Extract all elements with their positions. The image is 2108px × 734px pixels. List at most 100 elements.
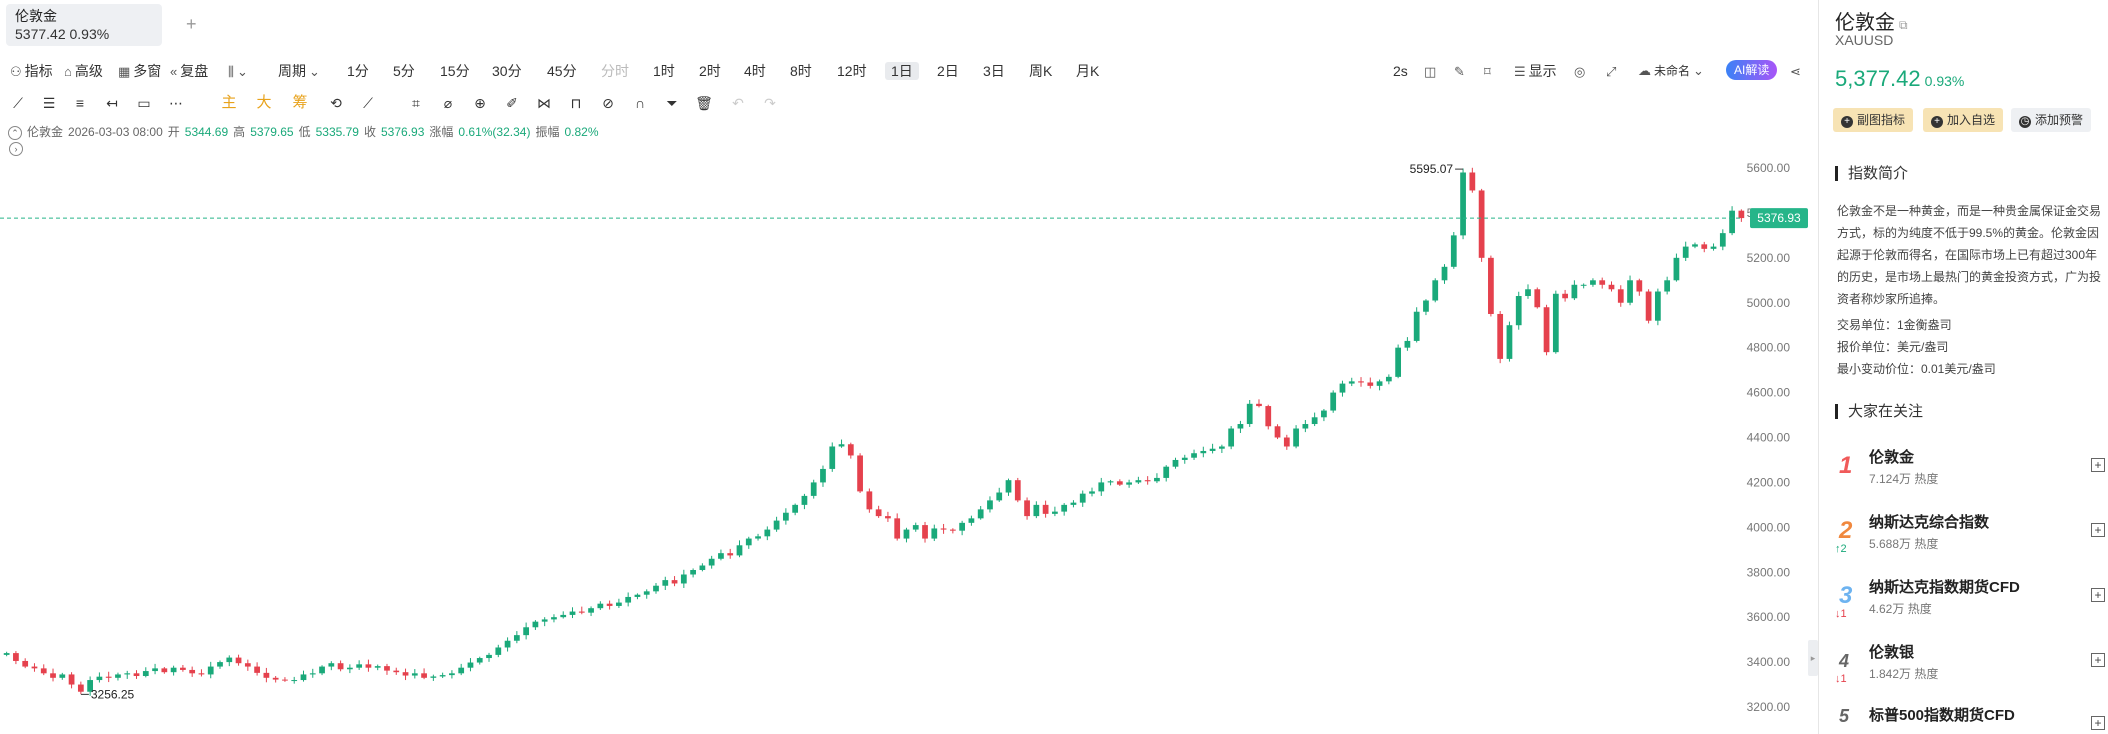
interval-timeshare[interactable]: 分时 xyxy=(601,63,629,79)
horizontal-lines-icon[interactable]: ≡ xyxy=(75,95,85,111)
candle-body xyxy=(226,657,233,663)
hot-item[interactable]: 4 ↓1 伦敦银 1.842万 热度 + xyxy=(1819,639,2108,699)
candle-body xyxy=(1729,210,1735,234)
refresh-interval[interactable]: 2s xyxy=(1393,63,1408,79)
zoom-tool-icon[interactable]: ⊕ xyxy=(474,95,486,111)
add-alert-label: 添加预警 xyxy=(2035,113,2084,127)
candle-body xyxy=(1590,280,1596,285)
brush-tool-icon[interactable]: ✐ xyxy=(506,95,518,111)
interval-3d[interactable]: 3日 xyxy=(983,63,1005,79)
delete-tool-icon[interactable]: 🗑 xyxy=(695,95,713,111)
interval-1m[interactable]: 1分 xyxy=(347,63,369,79)
expand-indicators-icon[interactable]: › xyxy=(9,142,23,156)
indicator-button[interactable]: ⚇ 指标 xyxy=(10,62,53,81)
candle-body xyxy=(1274,426,1281,438)
info-change: 0.61%(32.34) xyxy=(458,125,531,139)
multi-window-button[interactable]: ▦ 多窗 xyxy=(118,62,161,81)
candle-body xyxy=(894,518,901,539)
candle-body xyxy=(1163,466,1170,478)
add-icon[interactable]: + xyxy=(2091,588,2105,602)
ai-analysis-button[interactable]: AI解读 xyxy=(1726,60,1778,80)
chip-indicator-toggle[interactable]: 筹 xyxy=(292,94,308,111)
copy-icon[interactable]: ⧉ xyxy=(1899,18,1908,32)
period-dropdown[interactable]: 周期 ⌄ xyxy=(278,62,323,81)
pencil-icon[interactable]: ✎ xyxy=(1454,64,1465,79)
side-symbol-title: 伦敦金 ⧉ xyxy=(1835,6,1908,35)
trendline-tool-icon[interactable]: ⟋ xyxy=(13,95,23,111)
interval-month[interactable]: 月K xyxy=(1076,63,1100,79)
plus-circle-icon: + xyxy=(1931,116,1943,128)
filter-tool-icon[interactable]: ⏷ xyxy=(666,95,678,111)
interval-12h[interactable]: 12时 xyxy=(837,63,867,79)
interval-2d[interactable]: 2日 xyxy=(937,63,959,79)
interval-5m[interactable]: 5分 xyxy=(393,63,415,79)
redo-icon[interactable]: ↷ xyxy=(764,95,776,111)
interval-4h[interactable]: 4时 xyxy=(744,63,766,79)
collapse-icon[interactable]: ⌃ xyxy=(8,125,22,140)
settings-icon[interactable]: ◎ xyxy=(1574,64,1586,79)
parallel-lines-icon[interactable]: ☰ xyxy=(42,95,56,111)
magnet-tool-icon[interactable]: ∩ xyxy=(634,95,646,111)
candle-body xyxy=(1413,311,1420,341)
main-indicator-toggle[interactable]: 主 xyxy=(221,94,237,111)
chart-area[interactable]: 伦敦金 5377.42 0.93% + ⚇ 指标 ⌂ 高级 ▦ 多窗 «复盘 ⫼ ⌄ 周… xyxy=(0,0,1818,734)
ruler-tool-icon[interactable]: ⌀ xyxy=(443,95,453,111)
add-watchlist-button[interactable]: + 加入自选 xyxy=(1923,108,2004,132)
share-icon[interactable]: ⋖ xyxy=(1790,64,1801,79)
replay-button[interactable]: «复盘 xyxy=(170,62,208,81)
chart-type-button[interactable]: ⫼ ⌄ xyxy=(228,62,251,81)
interval-2h[interactable]: 2时 xyxy=(699,63,721,79)
layout-dropdown[interactable]: ☁ 未命名 ⌄ xyxy=(1638,62,1707,80)
add-icon[interactable]: + xyxy=(2091,716,2105,730)
sub-indicator-button[interactable]: + 副图指标 xyxy=(1833,108,1914,132)
interval-30m[interactable]: 30分 xyxy=(492,63,522,79)
interval-45m[interactable]: 45分 xyxy=(547,63,577,79)
display-button[interactable]: ☰ 显示 xyxy=(1514,62,1557,81)
candle-body xyxy=(690,570,696,575)
undo-icon[interactable]: ↶ xyxy=(732,95,744,111)
candle-body xyxy=(374,666,381,668)
add-icon[interactable]: + xyxy=(2091,523,2105,537)
symbol-tab[interactable]: 伦敦金 5377.42 0.93% xyxy=(6,4,162,46)
interval-8h[interactable]: 8时 xyxy=(790,63,812,79)
more-tools-icon[interactable]: ⋯ xyxy=(169,95,183,111)
lock-tool-icon[interactable]: ⊓ xyxy=(570,95,582,111)
candle-body xyxy=(365,664,372,668)
candle-body xyxy=(1070,502,1077,505)
interval-1d[interactable]: 1日 xyxy=(885,62,919,80)
candlestick-chart[interactable]: 3200.00 3400.00 3600.00 3800.00 4000.00 4200.… xyxy=(0,150,1808,734)
interval-1h[interactable]: 1时 xyxy=(653,63,675,79)
candle-body xyxy=(254,666,260,673)
horizontal-ray-icon[interactable]: ↤ xyxy=(106,95,118,111)
panel-collapse-handle[interactable]: ▸ xyxy=(1808,640,1818,676)
hot-item[interactable]: 1 伦敦金 7.124万 热度 + xyxy=(1819,444,2108,504)
hot-item[interactable]: 2 ↑2 纳斯达克综合指数 5.688万 热度 + xyxy=(1819,509,2108,569)
add-icon[interactable]: + xyxy=(2091,458,2105,472)
advanced-button[interactable]: ⌂ 高级 xyxy=(64,62,103,81)
candle-body xyxy=(217,662,223,667)
candle-body xyxy=(782,512,789,521)
candle-body xyxy=(1024,500,1030,517)
rectangle-tool-icon[interactable]: ▭ xyxy=(137,95,151,111)
crop-tool-icon[interactable]: ⌗ xyxy=(412,95,420,111)
hot-value: 5.688万 热度 xyxy=(1869,537,1939,551)
add-tab-button[interactable]: + xyxy=(186,14,197,34)
pattern-tool-icon[interactable]: ⋈ xyxy=(537,95,551,111)
hot-item[interactable]: 3 ↓1 纳斯达克指数期货CFD 4.62万 热度 + xyxy=(1819,574,2108,634)
add-alert-button[interactable]: ◷ 添加预警 xyxy=(2011,108,2092,132)
interval-week[interactable]: 周K xyxy=(1029,63,1053,79)
measure-tool-icon[interactable]: ⟋ xyxy=(363,95,373,111)
symbol-tab-price: 5377.42 0.93% xyxy=(15,26,110,42)
add-icon[interactable]: + xyxy=(2091,653,2105,667)
hide-tool-icon[interactable]: ⊘ xyxy=(602,95,614,111)
intro-section-title: 指数简介 xyxy=(1835,166,1908,181)
interval-15m[interactable]: 15分 xyxy=(440,63,470,79)
camera-icon[interactable]: ◫ xyxy=(1424,64,1437,79)
cycle-tool-icon[interactable]: ⟲ xyxy=(330,95,342,111)
candle-body xyxy=(3,653,10,655)
bookmark-icon[interactable]: ⌑ xyxy=(1484,64,1491,79)
hot-rank: 3 xyxy=(1839,582,1853,609)
hot-item[interactable]: 5 标普500指数期货CFD + xyxy=(1819,702,2108,734)
fullscreen-icon[interactable]: ⤢ xyxy=(1606,64,1617,79)
big-indicator-toggle[interactable]: 大 xyxy=(256,94,272,111)
